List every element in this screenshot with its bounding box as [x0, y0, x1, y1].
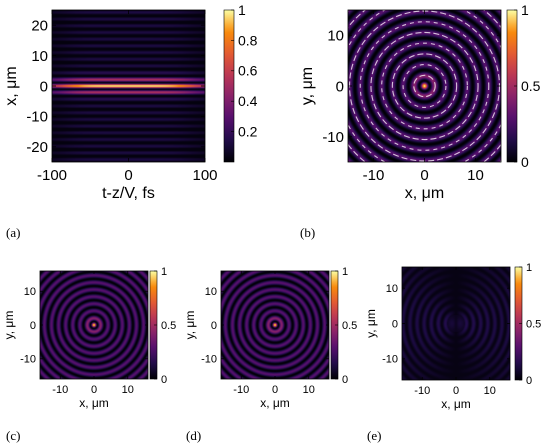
x-tick-label: 10 [303, 384, 315, 396]
y-tick-label: 10 [31, 48, 48, 65]
x-axis-label-a: t-z/V, fs [102, 185, 155, 202]
x-tick-label: 100 [192, 167, 217, 184]
y-tick-label: 10 [24, 286, 36, 298]
y-tick-label: -10 [20, 354, 36, 366]
colorbar-tick-label: 0 [521, 154, 529, 170]
colorbar-tick-label: 0.4 [238, 93, 258, 109]
colorbar-tick-label: 0 [342, 374, 348, 386]
y-tick-label: -20 [26, 139, 48, 156]
x-tick-label: 10 [122, 384, 134, 396]
overlay-ring [402, 64, 447, 108]
heatmap-image-e [402, 267, 510, 380]
heatmap-image-a [52, 10, 205, 162]
colorbar-tick-label: 0.5 [526, 318, 541, 330]
overlay-ring [370, 31, 479, 141]
colorbar-tick-label: 0.5 [342, 320, 357, 332]
colorbar-tick-label: 1 [238, 2, 246, 18]
y-tick-label: -10 [322, 129, 344, 146]
overlay-ring [359, 21, 490, 151]
y-tick-label: 0 [40, 78, 48, 95]
y-axis-label-e: y, μm [364, 309, 378, 338]
y-tick-label: -10 [26, 109, 48, 126]
y-tick-label: 10 [327, 28, 344, 45]
x-tick-label: 0 [124, 167, 132, 184]
x-tick-label: 0 [91, 384, 97, 396]
panel-d: -10 0 10 10 0 -10 x, μm y, μm 1 0.5 0 (d) [183, 266, 357, 443]
x-tick-label: -10 [363, 167, 385, 184]
colorbar-tick-label: 0.5 [161, 320, 176, 332]
x-axis-label-e: x, μm [441, 397, 471, 411]
y-tick-label: 0 [336, 78, 344, 95]
x-tick-label: -10 [233, 384, 249, 396]
colorbar-tick-label: 1 [161, 266, 167, 278]
y-tick-label: 0 [30, 320, 36, 332]
y-tick-label: 0 [392, 318, 398, 330]
x-axis-label-d: x, μm [260, 396, 290, 410]
colorbar-tick-label: 0.8 [238, 32, 258, 48]
colorbar-tick-label: 0.5 [521, 78, 541, 94]
x-tick-label: 10 [484, 385, 496, 397]
x-tick-label: 0 [420, 167, 428, 184]
heatmap-image-c [40, 271, 148, 379]
x-axis-label-b: x, μm [405, 185, 444, 202]
colorbar-tick-label: 0 [161, 374, 167, 386]
panel-label-c: (c) [6, 428, 20, 443]
panel-e: -10 0 10 10 0 -10 x, μm y, μm 1 0.5 0 (e) [364, 262, 541, 443]
x-tick-label: -10 [414, 385, 430, 397]
y-axis-label-a: x, μm [3, 66, 20, 105]
overlay-ring [381, 42, 468, 130]
colorbar-tick-label: 1 [521, 2, 529, 18]
panel-label-b: (b) [300, 225, 315, 240]
y-tick-label: 0 [211, 320, 217, 332]
overlay-ring [413, 74, 436, 98]
heatmap-image-d [221, 271, 329, 379]
colorbar-tick-label: 0.6 [238, 63, 258, 79]
x-tick-label: 0 [453, 385, 459, 397]
colorbar-tick-label: 0 [526, 375, 532, 387]
colorbar-tick-label: 1 [526, 262, 532, 274]
panel-label-e: (e) [367, 428, 381, 443]
y-tick-label: -10 [382, 354, 398, 366]
x-tick-label: 10 [467, 167, 484, 184]
panel-c: -10 0 10 10 0 -10 x, μm y, μm 1 0.5 0 (c) [2, 266, 176, 443]
colorbar-a [223, 9, 235, 163]
panel-label-a: (a) [6, 225, 20, 240]
x-axis-label-c: x, μm [79, 396, 109, 410]
y-tick-label: 20 [31, 17, 48, 34]
heatmap-image-b [348, 10, 501, 162]
overlay-ring [391, 53, 458, 119]
x-tick-label: -10 [52, 384, 68, 396]
x-tick-label: 0 [272, 384, 278, 396]
colorbar-tick-label: 1 [342, 266, 348, 278]
y-axis-label-b: y, μm [299, 67, 316, 105]
x-tick-label: -100 [37, 167, 67, 184]
y-tick-label: -10 [201, 354, 217, 366]
y-axis-label-c: y, μm [2, 311, 16, 340]
y-tick-label: 10 [386, 283, 398, 295]
y-tick-label: 10 [205, 286, 217, 298]
y-axis-label-d: y, μm [183, 311, 197, 340]
panel-b: -10 0 10 10 0 -10 x, μm y, μm 1 0.5 0 (b) [299, 2, 541, 240]
colorbar-tick-label: 0.2 [238, 124, 258, 140]
panel-label-d: (d) [186, 428, 201, 443]
